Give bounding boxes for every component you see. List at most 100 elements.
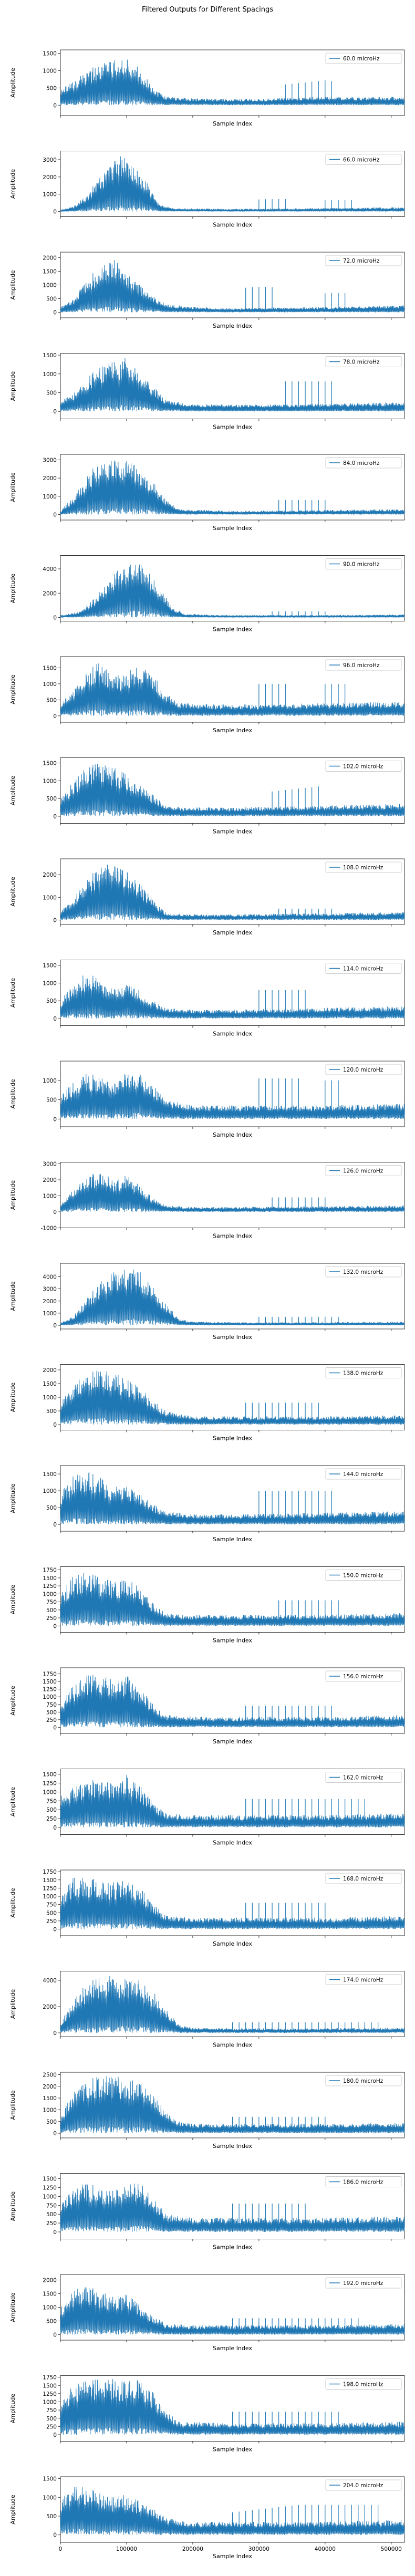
- y-axis-label: Amplitude: [9, 1686, 16, 1716]
- series-line: [60, 1173, 405, 1212]
- legend-box: [325, 457, 402, 469]
- y-tick-label: 1000: [43, 283, 57, 289]
- y-tick-label: 1750: [43, 1869, 57, 1875]
- y-tick-label: 3000: [43, 457, 57, 463]
- legend-box: [325, 1772, 402, 1783]
- y-axis-label: Amplitude: [9, 2191, 16, 2221]
- y-tick-label: 1250: [43, 1781, 57, 1787]
- x-axis-label: Sample Index: [213, 1233, 253, 1240]
- y-tick-label: 2000: [43, 2004, 57, 2010]
- y-axis-label: Amplitude: [9, 2292, 16, 2322]
- series-line: [60, 1573, 405, 1626]
- legend-label: 96.0 microHz: [343, 662, 380, 669]
- y-tick-label: 500: [46, 2119, 57, 2125]
- legend-box: [325, 1064, 402, 1075]
- y-tick-label: 1000: [43, 895, 57, 901]
- series-line: [60, 1269, 405, 1326]
- y-axis-label: Amplitude: [9, 1180, 16, 1210]
- legend-label: 108.0 microHz: [343, 865, 383, 871]
- subplot: 0 1000 2000 Sample Index Amplitude 108.0 micr…: [9, 858, 405, 936]
- legend-label: 90.0 microHz: [343, 562, 380, 568]
- series-line: [60, 1976, 405, 2033]
- y-tick-label: 0: [53, 310, 57, 316]
- y-tick-label: 0: [53, 1116, 57, 1123]
- y-tick-label: 0: [53, 917, 57, 923]
- x-tick-label: 500000: [381, 2546, 402, 2552]
- y-tick-label: 250: [46, 1918, 57, 1925]
- plot-frame: [60, 1769, 405, 1835]
- y-tick-label: 750: [46, 1798, 57, 1804]
- legend-label: 102.0 microHz: [343, 764, 383, 770]
- y-tick-label: 1000: [43, 2107, 57, 2113]
- subplot: 0 500 1000 Sample Index Amplitude 120.0 micro…: [9, 1061, 405, 1138]
- x-axis-label: Sample Index: [213, 525, 253, 532]
- y-tick-label: 500: [46, 2416, 57, 2422]
- x-axis-label: Sample Index: [213, 1131, 253, 1138]
- series-line: [60, 2076, 405, 2134]
- y-tick-label: 1000: [43, 1789, 57, 1795]
- y-tick-label: 0: [53, 1323, 57, 1329]
- x-axis-label: Sample Index: [213, 828, 253, 835]
- legend-label: 72.0 microHz: [343, 258, 380, 264]
- y-tick-label: 500: [46, 1408, 57, 1415]
- plot-frame: [60, 1869, 405, 1936]
- y-tick-label: 750: [46, 2203, 57, 2209]
- y-tick-label: 0: [53, 409, 57, 415]
- legend-box: [325, 2479, 402, 2491]
- x-axis-label: Sample Index: [213, 1738, 253, 1745]
- y-tick-label: 1500: [43, 1575, 57, 1582]
- y-tick-label: 0: [53, 814, 57, 820]
- legend-box: [325, 2176, 402, 2187]
- series-line: [60, 1675, 405, 1728]
- subplot: 0 500 1000 1500 2000 Sample Index Amplitude 192…: [9, 2274, 405, 2352]
- series-line: [60, 1774, 405, 1828]
- x-axis-label: Sample Index: [213, 2446, 253, 2453]
- y-tick-label: 250: [46, 2424, 57, 2430]
- x-axis-label: Sample Index: [213, 1637, 253, 1644]
- y-tick-label: 500: [46, 1709, 57, 1716]
- y-tick-label: 2000: [43, 475, 57, 482]
- y-tick-label: 500: [46, 1097, 57, 1104]
- y-tick-label: 0: [53, 1725, 57, 1731]
- y-tick-label: 2000: [43, 1299, 57, 1305]
- x-axis-label: Sample Index: [213, 323, 253, 329]
- y-tick-label: 3000: [43, 1286, 57, 1293]
- y-axis-label: Amplitude: [9, 776, 16, 806]
- y-axis-label: Amplitude: [9, 1383, 16, 1412]
- y-tick-label: 250: [46, 2220, 57, 2227]
- y-tick-label: 1000: [43, 1488, 57, 1494]
- y-tick-label: 500: [46, 1505, 57, 1511]
- x-tick-label: 200000: [182, 2546, 203, 2552]
- legend-box: [325, 1468, 402, 1480]
- plot-frame: [60, 960, 405, 1026]
- y-tick-label: 0: [53, 615, 57, 621]
- y-tick-label: 1000: [43, 2194, 57, 2200]
- series-line: [60, 2487, 405, 2535]
- y-tick-label: 0: [53, 209, 57, 215]
- y-tick-label: 0: [53, 512, 57, 518]
- plot-frame: [60, 353, 405, 419]
- x-axis-label: Sample Index: [213, 424, 253, 431]
- x-axis-label: Sample Index: [213, 120, 253, 127]
- legend-label: 150.0 microHz: [343, 1573, 383, 1579]
- subplot: 0 2000 4000 Sample Index Amplitude 90.0 micro…: [9, 555, 405, 633]
- y-tick-label: 1000: [43, 778, 57, 784]
- y-tick-label: 1750: [43, 2375, 57, 2381]
- y-tick-label: 0: [53, 2532, 57, 2539]
- y-axis-label: Amplitude: [9, 1989, 16, 2019]
- y-tick-label: -1000: [40, 1225, 57, 1232]
- series-line: [60, 59, 405, 106]
- x-axis-label: Sample Index: [213, 1435, 253, 1442]
- plot-frame: [60, 555, 405, 621]
- y-axis-label: Amplitude: [9, 1079, 16, 1109]
- y-tick-label: 1000: [43, 1894, 57, 1900]
- x-axis-label: Sample Index: [213, 2042, 253, 2049]
- y-tick-label: 1500: [43, 1772, 57, 1778]
- y-axis-label: Amplitude: [9, 877, 16, 907]
- series-line: [60, 1472, 405, 1525]
- y-tick-label: 1500: [43, 2383, 57, 2389]
- y-tick-label: 0: [53, 1522, 57, 1528]
- y-tick-label: 500: [46, 1607, 57, 1614]
- subplot: 0 250 500 750 1000 1250 1500 Sample Index Amplit…: [9, 2173, 405, 2251]
